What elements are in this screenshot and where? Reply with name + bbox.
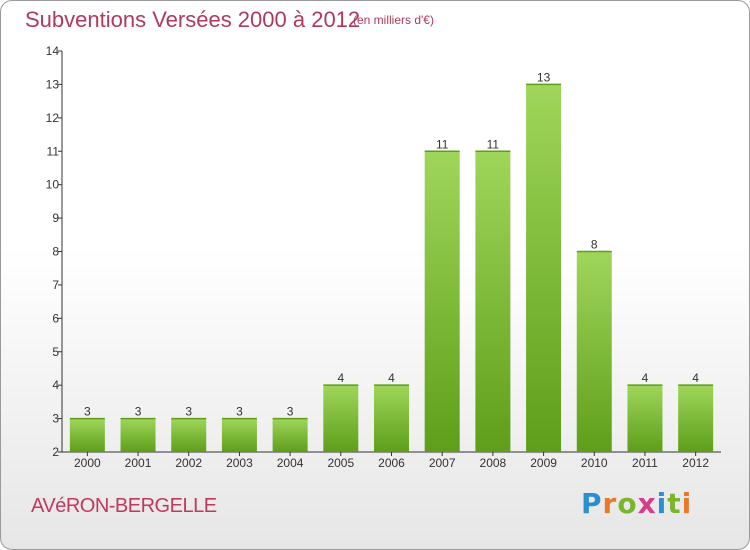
y-tick-label: 12 bbox=[46, 111, 60, 125]
bar-value-label: 3 bbox=[84, 405, 91, 419]
x-tick-label: 2007 bbox=[429, 456, 456, 470]
bar bbox=[323, 385, 359, 452]
y-tick-label: 3 bbox=[52, 412, 59, 426]
bar-value-label: 4 bbox=[337, 371, 344, 385]
bar bbox=[678, 385, 714, 452]
y-tick-label: 2 bbox=[52, 445, 59, 459]
proxiti-logo[interactable]: Proxiti bbox=[581, 487, 692, 520]
x-tick-label: 2011 bbox=[632, 456, 658, 470]
logo-letter: r bbox=[602, 487, 618, 520]
x-tick-label: 2005 bbox=[327, 456, 354, 470]
y-tick-label: 9 bbox=[52, 211, 59, 225]
y-tick-label: 13 bbox=[46, 77, 60, 91]
x-tick-label: 2002 bbox=[175, 456, 202, 470]
logo-letter: o bbox=[617, 487, 638, 520]
y-tick-label: 5 bbox=[52, 345, 59, 359]
bar-value-label: 11 bbox=[487, 137, 500, 151]
logo-letter: i bbox=[656, 487, 668, 520]
y-tick-label: 10 bbox=[46, 178, 60, 192]
x-tick-label: 2010 bbox=[581, 456, 608, 470]
y-tick-label: 11 bbox=[47, 144, 60, 158]
x-tick-label: 2012 bbox=[682, 456, 709, 470]
bar bbox=[576, 251, 612, 452]
chart-subtitle: (en milliers d'€) bbox=[353, 13, 434, 27]
logo-letter: P bbox=[581, 487, 603, 520]
bar bbox=[221, 418, 257, 452]
logo-letter: t bbox=[667, 487, 682, 520]
bar bbox=[272, 418, 308, 452]
bar-value-label: 4 bbox=[642, 371, 649, 385]
bar bbox=[171, 418, 207, 452]
x-tick-label: 2006 bbox=[378, 456, 405, 470]
bar bbox=[526, 84, 562, 453]
y-tick-label: 8 bbox=[52, 245, 59, 259]
bar-value-label: 4 bbox=[388, 371, 395, 385]
x-tick-label: 2009 bbox=[530, 456, 557, 470]
x-tick-label: 2001 bbox=[125, 456, 152, 470]
logo-letter: i bbox=[681, 487, 693, 520]
x-tick-label: 2000 bbox=[74, 456, 101, 470]
logo-letter: x bbox=[637, 487, 657, 520]
bar bbox=[424, 151, 460, 452]
bar-value-label: 3 bbox=[185, 405, 192, 419]
bar bbox=[374, 385, 409, 452]
chart-title: Subventions Versées 2000 à 2012 bbox=[25, 7, 361, 32]
bar-value-label: 13 bbox=[537, 70, 551, 84]
bar-value-label: 8 bbox=[591, 238, 598, 252]
x-tick-label: 2003 bbox=[226, 456, 253, 470]
bar bbox=[627, 385, 663, 452]
bar bbox=[475, 151, 511, 452]
y-tick-label: 6 bbox=[52, 311, 59, 325]
x-tick-label: 2004 bbox=[277, 456, 304, 470]
bar-value-label: 11 bbox=[436, 137, 449, 151]
bar bbox=[69, 418, 105, 452]
y-tick-label: 14 bbox=[46, 44, 60, 58]
bar-value-label: 3 bbox=[135, 405, 142, 419]
y-tick-label: 4 bbox=[52, 378, 59, 392]
commune-name: AVéRON-BERGELLE bbox=[31, 495, 217, 517]
bar-value-label: 4 bbox=[692, 371, 699, 385]
bar bbox=[120, 418, 156, 452]
x-tick-label: 2008 bbox=[480, 456, 507, 470]
bar-value-label: 3 bbox=[236, 405, 243, 419]
bars: 3 3 3 3 3 4 4 11 11 13 8 4 4 bbox=[69, 70, 714, 453]
y-tick-label: 7 bbox=[52, 278, 59, 292]
bar-value-label: 3 bbox=[287, 405, 294, 419]
